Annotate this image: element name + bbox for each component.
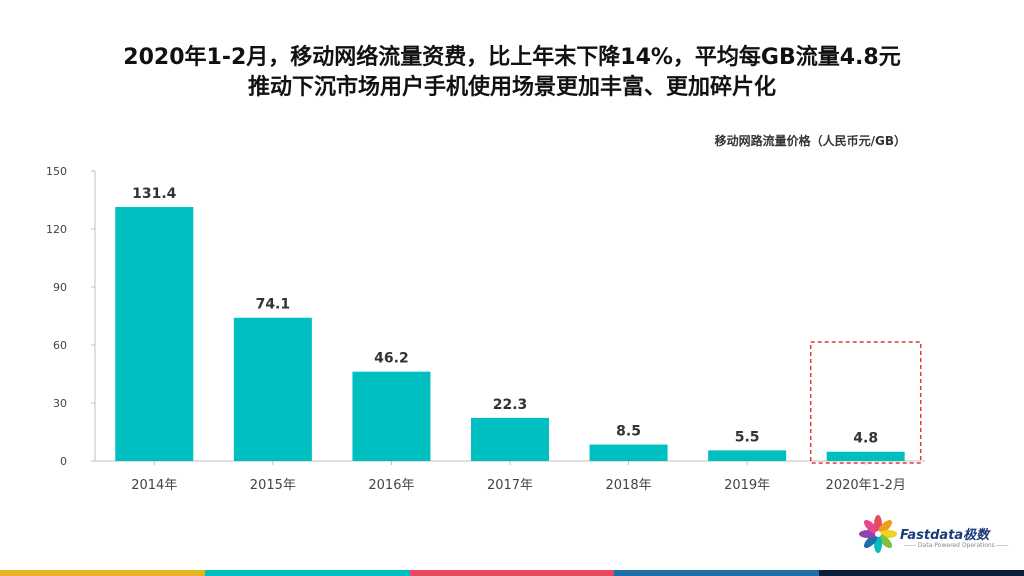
x-tick-label: 2016年 bbox=[368, 478, 414, 493]
y-tick-label: 150 bbox=[46, 165, 67, 178]
x-tick-label: 2015年 bbox=[250, 478, 296, 493]
logo-tagline: —— Data-Powered Operations —— bbox=[904, 542, 1009, 549]
x-tick-label: 2018年 bbox=[606, 478, 652, 493]
page-title: 2020年1-2月，移动网络流量资费，比上年末下降14%，平均每GB流量4.8元 bbox=[123, 45, 901, 70]
bottom-bar-segment bbox=[614, 570, 820, 576]
logo-name: Fastdata极数 bbox=[900, 528, 990, 543]
bar bbox=[589, 444, 668, 461]
x-tick-label: 2019年 bbox=[724, 478, 770, 493]
bar bbox=[471, 417, 549, 461]
data-label: 4.8 bbox=[853, 431, 878, 447]
y-tick-label: 30 bbox=[53, 397, 67, 410]
brand-logo: Fastdata极数 —— Data-Powered Operations —— bbox=[858, 514, 1009, 558]
bar bbox=[826, 451, 905, 461]
data-label: 5.5 bbox=[735, 429, 760, 445]
bottom-bar-segment bbox=[409, 570, 615, 576]
data-label: 131.4 bbox=[132, 186, 177, 202]
y-tick-label: 60 bbox=[53, 339, 67, 352]
x-tick-label: 2014年 bbox=[131, 478, 177, 493]
y-tick-label: 120 bbox=[46, 223, 67, 236]
bar-chart: 0 30 60 90 120 150 131.4 2014年 74.1 2015年 46.2 2016… bbox=[46, 165, 925, 493]
highlight-box bbox=[809, 341, 922, 464]
y-tick-label: 0 bbox=[60, 455, 67, 468]
bar bbox=[352, 371, 431, 461]
bar bbox=[708, 450, 787, 461]
bottom-color-bar bbox=[0, 570, 1024, 576]
bottom-bar-segment bbox=[819, 570, 1024, 576]
x-tick-label: 2017年 bbox=[487, 478, 533, 493]
data-label: 22.3 bbox=[493, 397, 528, 413]
chart-unit-label: 移动网路流量价格（人民币元/GB） bbox=[714, 134, 906, 148]
page-subtitle: 推动下沉市场用户手机使用场景更加丰富、更加碎片化 bbox=[247, 75, 776, 100]
pinwheel-logo-icon bbox=[859, 515, 897, 553]
data-label: 8.5 bbox=[616, 424, 641, 440]
bar bbox=[233, 317, 312, 461]
y-tick-label: 90 bbox=[53, 281, 67, 294]
bar bbox=[115, 206, 194, 461]
data-label: 74.1 bbox=[256, 297, 291, 313]
data-label: 46.2 bbox=[374, 351, 409, 367]
bottom-bar-segment bbox=[0, 570, 205, 576]
bottom-bar-segment bbox=[204, 570, 410, 576]
x-tick-label: 2020年1-2月 bbox=[826, 478, 906, 493]
